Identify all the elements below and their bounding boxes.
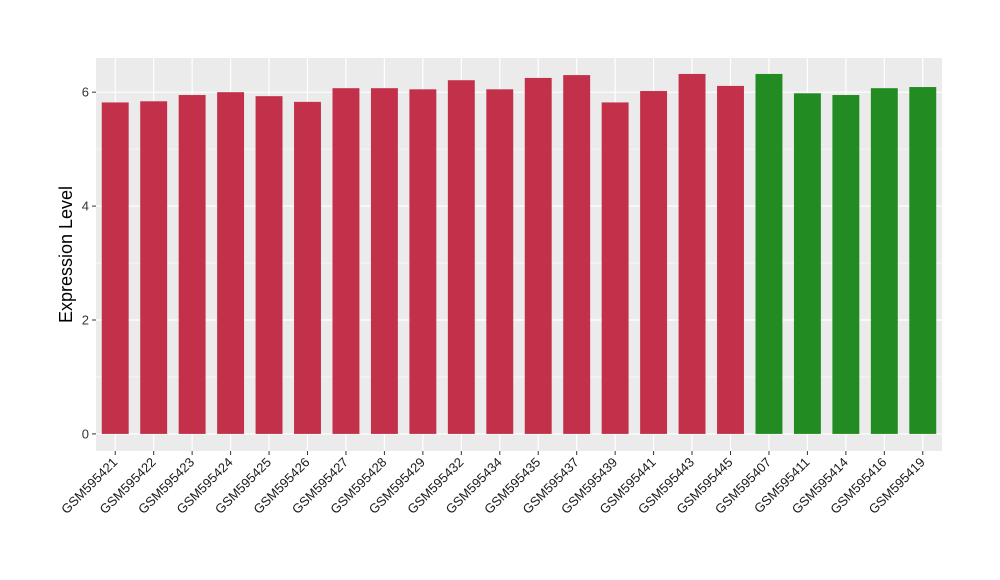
bars [101, 73, 937, 434]
y-axis: 0 2 4 6 [82, 85, 96, 441]
bar-GSM595432 [447, 80, 475, 434]
bar-GSM595414 [832, 95, 860, 434]
bar-GSM595407 [755, 73, 783, 434]
bar-GSM595419 [909, 87, 937, 434]
bar-GSM595429 [409, 89, 437, 434]
bar-GSM595426 [294, 101, 321, 434]
y-tick-label: 2 [82, 313, 89, 328]
y-tick-label: 4 [82, 199, 89, 214]
bar-GSM595441 [640, 91, 668, 434]
bar-GSM595425 [255, 96, 283, 434]
bar-GSM595443 [678, 73, 706, 434]
bar-GSM595445 [717, 85, 744, 434]
bar-GSM595423 [178, 95, 206, 434]
y-tick-label: 0 [82, 426, 89, 441]
bar-GSM595435 [524, 77, 552, 434]
bar-GSM595421 [101, 102, 129, 434]
bar-GSM595424 [217, 92, 245, 434]
bar-GSM595411 [793, 93, 821, 434]
x-axis: GSM595421GSM595422GSM595423GSM595424GSM5… [58, 451, 928, 517]
bar-GSM595427 [332, 88, 360, 434]
bar-GSM595434 [486, 89, 514, 434]
bar-GSM595439 [601, 102, 629, 434]
y-axis-title: Expression Level [56, 186, 76, 323]
y-tick-label: 6 [82, 85, 89, 100]
bar-GSM595416 [870, 88, 898, 434]
bar-GSM595437 [563, 75, 591, 434]
bar-GSM595422 [140, 101, 168, 434]
bar-GSM595428 [370, 88, 398, 434]
